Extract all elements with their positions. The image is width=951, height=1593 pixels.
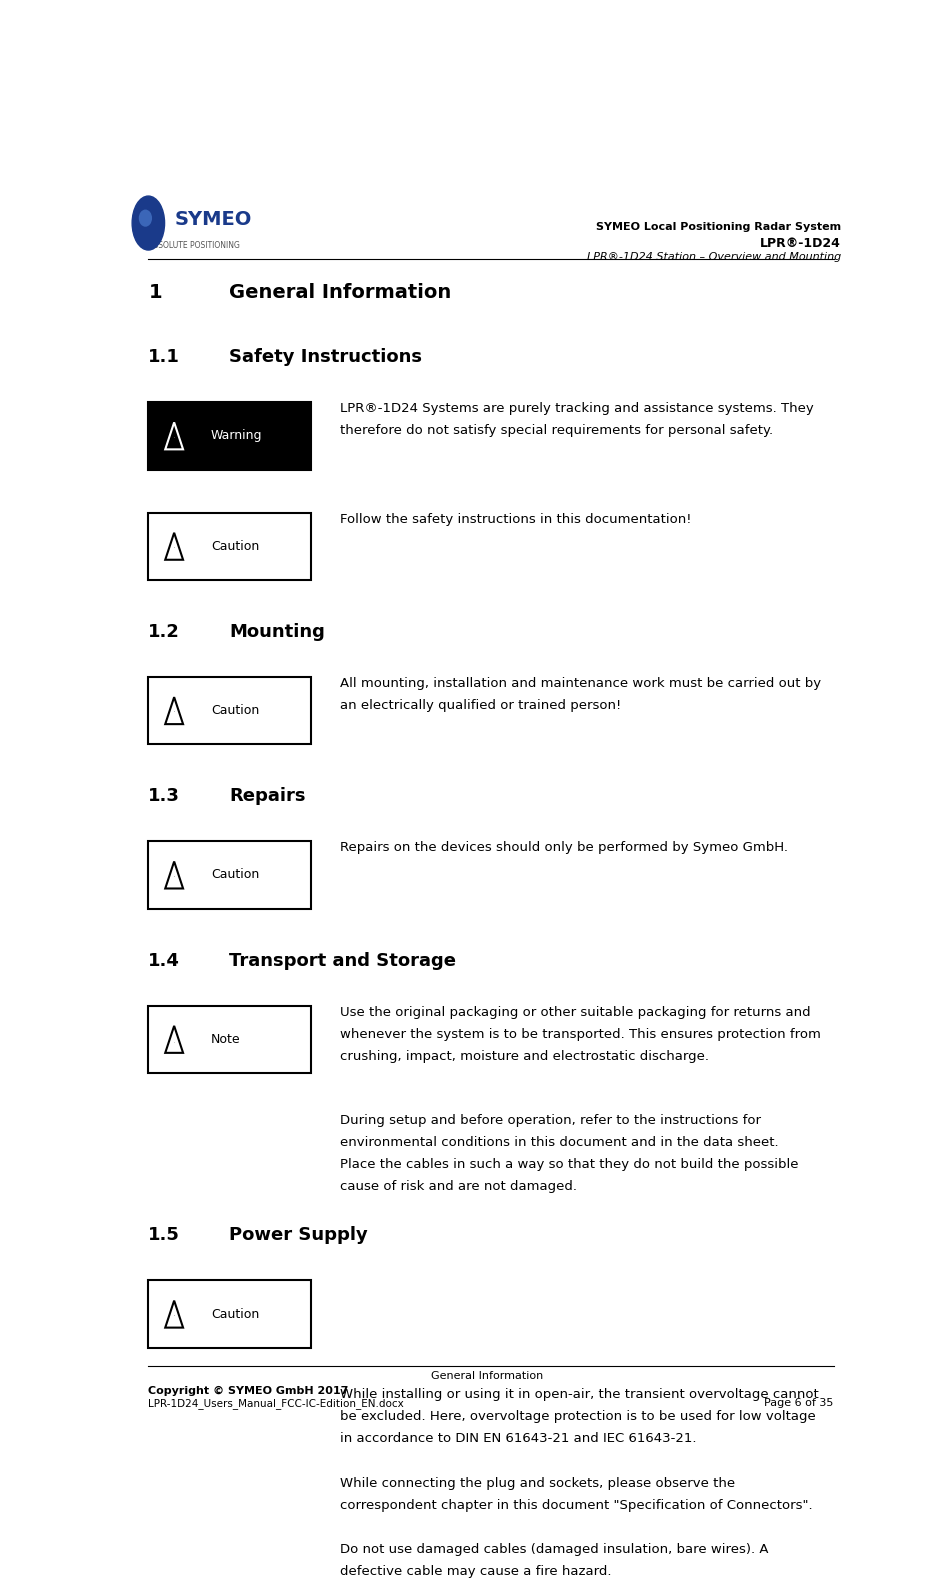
Text: LPR®-1D24 Systems are purely tracking and assistance systems. They: LPR®-1D24 Systems are purely tracking an…	[340, 401, 814, 416]
FancyBboxPatch shape	[148, 401, 310, 470]
Text: 1.1: 1.1	[148, 349, 181, 366]
Text: correspondent chapter in this document "Specification of Connectors".: correspondent chapter in this document "…	[340, 1499, 812, 1512]
Polygon shape	[165, 1300, 184, 1327]
FancyBboxPatch shape	[148, 1005, 310, 1074]
Text: environmental conditions in this document and in the data sheet.: environmental conditions in this documen…	[340, 1136, 779, 1149]
Text: During setup and before operation, refer to the instructions for: During setup and before operation, refer…	[340, 1114, 761, 1126]
Text: 1: 1	[148, 284, 162, 303]
Polygon shape	[165, 862, 184, 889]
Text: Use the original packaging or other suitable packaging for returns and: Use the original packaging or other suit…	[340, 1005, 810, 1018]
Text: Note: Note	[211, 1032, 241, 1047]
Text: LPR®-1D24: LPR®-1D24	[760, 236, 841, 250]
Text: Mounting: Mounting	[229, 623, 325, 640]
Text: Power Supply: Power Supply	[229, 1227, 368, 1244]
Text: Transport and Storage: Transport and Storage	[229, 951, 456, 970]
Polygon shape	[165, 1026, 184, 1053]
Text: 1.3: 1.3	[148, 787, 181, 806]
Text: 1.2: 1.2	[148, 623, 181, 640]
FancyBboxPatch shape	[148, 841, 310, 908]
Text: Do not use damaged cables (damaged insulation, bare wires). A: Do not use damaged cables (damaged insul…	[340, 1544, 768, 1556]
Text: ABSOLUTE POSITIONING: ABSOLUTE POSITIONING	[148, 241, 241, 250]
FancyBboxPatch shape	[148, 677, 310, 744]
Polygon shape	[165, 698, 184, 725]
Text: Repairs on the devices should only be performed by Symeo GmbH.: Repairs on the devices should only be pe…	[340, 841, 788, 854]
Text: SYMEO: SYMEO	[174, 210, 251, 229]
Text: Caution: Caution	[211, 868, 260, 881]
Text: defective cable may cause a fire hazard.: defective cable may cause a fire hazard.	[340, 1564, 611, 1579]
Text: All mounting, installation and maintenance work must be carried out by: All mounting, installation and maintenan…	[340, 677, 821, 690]
Text: Repairs: Repairs	[229, 787, 306, 806]
Text: LPR®-1D24 Station – Overview and Mounting: LPR®-1D24 Station – Overview and Mountin…	[587, 252, 841, 263]
Text: cause of risk and are not damaged.: cause of risk and are not damaged.	[340, 1180, 577, 1193]
Text: While connecting the plug and sockets, please observe the: While connecting the plug and sockets, p…	[340, 1477, 735, 1489]
Text: General Information: General Information	[431, 1372, 544, 1381]
Text: SYMEO Local Positioning Radar System: SYMEO Local Positioning Radar System	[596, 221, 841, 233]
Text: Caution: Caution	[211, 704, 260, 717]
FancyBboxPatch shape	[148, 513, 310, 580]
Text: Safety Instructions: Safety Instructions	[229, 349, 422, 366]
Text: therefore do not satisfy special requirements for personal safety.: therefore do not satisfy special require…	[340, 424, 773, 436]
Text: in accordance to DIN EN 61643-21 and IEC 61643-21.: in accordance to DIN EN 61643-21 and IEC…	[340, 1432, 696, 1445]
Text: 1.5: 1.5	[148, 1227, 181, 1244]
Text: Warning: Warning	[211, 430, 262, 443]
Text: Caution: Caution	[211, 1308, 260, 1321]
Text: crushing, impact, moisture and electrostatic discharge.: crushing, impact, moisture and electrost…	[340, 1050, 709, 1063]
Polygon shape	[165, 532, 184, 559]
Text: 1.4: 1.4	[148, 951, 181, 970]
Text: General Information: General Information	[229, 284, 452, 303]
Text: whenever the system is to be transported. This ensures protection from: whenever the system is to be transported…	[340, 1027, 821, 1040]
Circle shape	[132, 196, 165, 250]
Text: Follow the safety instructions in this documentation!: Follow the safety instructions in this d…	[340, 513, 691, 526]
Text: Copyright © SYMEO GmbH 2017: Copyright © SYMEO GmbH 2017	[148, 1386, 349, 1395]
Text: Caution: Caution	[211, 540, 260, 553]
Text: LPR-1D24_Users_Manual_FCC-IC-Edition_EN.docx: LPR-1D24_Users_Manual_FCC-IC-Edition_EN.…	[148, 1399, 404, 1410]
Ellipse shape	[139, 210, 152, 226]
Text: be excluded. Here, overvoltage protection is to be used for low voltage: be excluded. Here, overvoltage protectio…	[340, 1410, 816, 1424]
Text: Place the cables in such a way so that they do not build the possible: Place the cables in such a way so that t…	[340, 1158, 799, 1171]
Text: an electrically qualified or trained person!: an electrically qualified or trained per…	[340, 699, 621, 712]
FancyBboxPatch shape	[148, 1281, 310, 1348]
Text: Page 6 of 35: Page 6 of 35	[765, 1399, 834, 1408]
Text: While installing or using it in open-air, the transient overvoltage cannot: While installing or using it in open-air…	[340, 1389, 819, 1402]
Polygon shape	[165, 422, 184, 449]
